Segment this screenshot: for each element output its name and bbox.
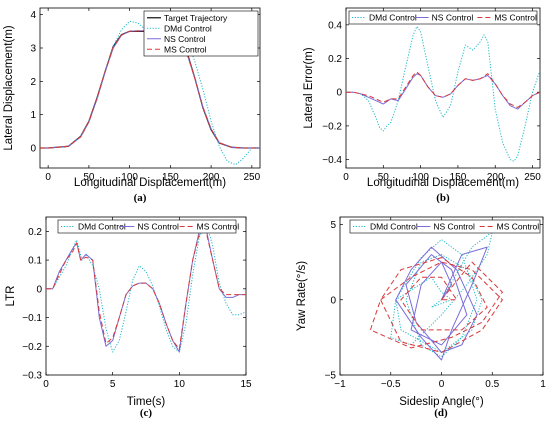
legend-box bbox=[348, 10, 538, 25]
x-tick-label: −0.5 bbox=[381, 379, 401, 390]
y-tick-label: 3 bbox=[30, 44, 36, 55]
y-tick-label: −0.2 bbox=[322, 121, 342, 132]
plot-frame bbox=[45, 216, 247, 376]
series-group bbox=[346, 26, 540, 162]
y-tick-label: 2 bbox=[30, 77, 36, 88]
y-tick-label: 0 bbox=[36, 284, 42, 295]
y-tick-label: −5 bbox=[325, 371, 337, 382]
plot-frame bbox=[339, 216, 544, 376]
x-tick-label: 150 bbox=[162, 172, 179, 183]
series-group bbox=[369, 231, 503, 361]
legend-entry-label: MS Control bbox=[497, 222, 540, 232]
x-tick-label: 0 bbox=[343, 172, 349, 183]
legend-entry-label: NS Control bbox=[164, 34, 206, 44]
y-tick-label: 0 bbox=[336, 88, 342, 99]
chart-panel-c: 0 5 10 15 −0.3 −0.2 −0.1 0 0.1 0.2 Time(s) LTR (c) DM… bbox=[5, 216, 252, 419]
x-tick-label: 200 bbox=[203, 172, 220, 183]
plot-frame bbox=[39, 7, 261, 169]
series-line-ms-control bbox=[346, 71, 540, 108]
series-line-ns-control bbox=[46, 228, 246, 353]
y-tick-label: −0.4 bbox=[322, 155, 342, 166]
y-axis-label: Lateral Displacement(m) bbox=[3, 25, 15, 150]
x-tick-label: 250 bbox=[524, 172, 541, 183]
x-tick-label: 250 bbox=[244, 172, 261, 183]
x-tick-label: 15 bbox=[240, 379, 252, 390]
legend-box bbox=[349, 219, 541, 234]
legend-entry-label: MS Control bbox=[197, 222, 240, 232]
y-tick-label: 0.1 bbox=[28, 256, 42, 267]
panel-label: (c) bbox=[140, 407, 153, 419]
y-tick-label: 0 bbox=[30, 144, 36, 155]
series-line-ms-control bbox=[46, 230, 246, 350]
x-tick-label: 1 bbox=[540, 379, 546, 390]
chart-panel-b: 0 50 100 150 200 250 −0.4 −0.2 0 0.2 0.4 Longitudin… bbox=[303, 7, 541, 204]
x-axis-label: Longitudinal Displacement(m) bbox=[74, 177, 226, 189]
x-tick-label: 100 bbox=[412, 172, 429, 183]
y-tick-label: 4 bbox=[30, 10, 36, 21]
y-axis-label: Yaw Rate(°/s) bbox=[296, 261, 308, 331]
y-tick-label: 1 bbox=[30, 110, 36, 121]
y-tick-label: −0.1 bbox=[22, 313, 42, 324]
panel-label: (d) bbox=[434, 407, 448, 419]
legend-entry-label: MS Control bbox=[494, 13, 537, 23]
x-tick-label: 0 bbox=[439, 379, 445, 390]
series-line-dmd-control bbox=[346, 26, 540, 162]
series-line-ms-control bbox=[369, 257, 503, 353]
y-axis-label: LTR bbox=[5, 286, 17, 307]
y-axis-label: Lateral Error(m) bbox=[303, 47, 315, 128]
x-tick-label: 150 bbox=[450, 172, 467, 183]
legend-entry-label: DMd Control bbox=[78, 222, 126, 232]
chart-panel-d: −1 −0.5 0 0.5 1 −5 0 5 Sideslip Angle(°) Yaw Rate… bbox=[296, 216, 546, 419]
x-tick-label: 50 bbox=[83, 172, 95, 183]
x-tick-label: 200 bbox=[487, 172, 504, 183]
plot-frame bbox=[345, 7, 541, 169]
x-axis-label: Time(s) bbox=[127, 396, 166, 408]
y-tick-label: 0.2 bbox=[28, 227, 42, 238]
y-tick-label: 0.2 bbox=[328, 54, 342, 65]
x-tick-label: 0 bbox=[43, 379, 49, 390]
x-tick-label: 0 bbox=[45, 172, 51, 183]
y-tick-label: 5 bbox=[330, 220, 336, 231]
legend-entry-label: DMd Control bbox=[164, 23, 212, 33]
y-tick-label: 0 bbox=[330, 295, 336, 306]
x-tick-label: 10 bbox=[174, 379, 186, 390]
legend-entry-label: DMd Control bbox=[369, 13, 417, 23]
legend-entry-label: NS Control bbox=[137, 222, 179, 232]
panel-label: (a) bbox=[134, 192, 147, 204]
legend-entry-label: NS Control bbox=[432, 13, 474, 23]
legend-entry-label: Target Trajectory bbox=[164, 13, 228, 23]
x-axis-label: Longitudinal Displacement(m) bbox=[367, 177, 519, 189]
series-group bbox=[46, 222, 246, 353]
x-tick-label: 0.5 bbox=[485, 379, 499, 390]
y-tick-label: 0.4 bbox=[328, 20, 342, 31]
legend-entry-label: MS Control bbox=[164, 44, 207, 54]
chart-panel-a: 0 50 100 150 200 250 0 1 2 3 4 Longitudinal Displac… bbox=[3, 7, 261, 204]
x-tick-label: −1 bbox=[334, 379, 346, 390]
y-tick-label: −0.2 bbox=[22, 342, 42, 353]
legend: DMd Control NS Control MS Control bbox=[349, 219, 541, 234]
legend-box bbox=[143, 10, 259, 57]
x-tick-label: 100 bbox=[121, 172, 138, 183]
legend-box bbox=[57, 219, 237, 234]
legend: DMd Control NS Control MS Control bbox=[57, 219, 240, 234]
panel-label: (b) bbox=[436, 192, 450, 204]
legend-entry-label: DMd Control bbox=[370, 222, 418, 232]
legend-entry-label: NS Control bbox=[433, 222, 475, 232]
y-tick-label: −0.3 bbox=[22, 371, 42, 382]
x-tick-label: 5 bbox=[110, 379, 116, 390]
series-line-ns-control bbox=[395, 246, 488, 361]
series-line-ms-control bbox=[40, 30, 260, 149]
legend: DMd Control NS Control MS Control bbox=[348, 10, 538, 25]
series-line-dmd-control bbox=[46, 222, 246, 353]
x-tick-label: 50 bbox=[378, 172, 390, 183]
x-axis-label: Sideslip Angle(°) bbox=[399, 396, 484, 408]
